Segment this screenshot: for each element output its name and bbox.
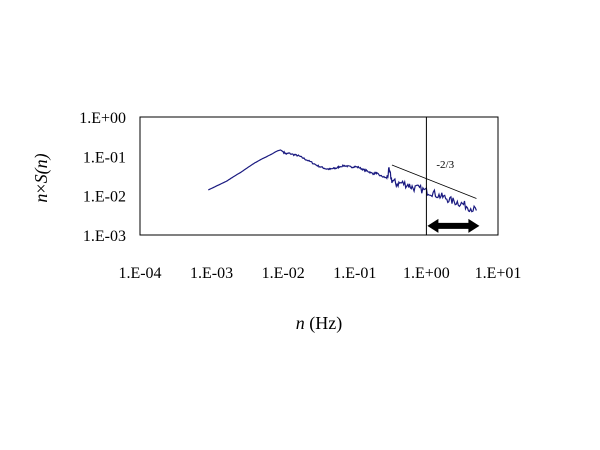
plot-frame [139,116,499,236]
y-tick-label: 1.E-02 [83,189,126,206]
range-double-arrow [427,218,480,233]
series-line [208,149,477,213]
x-axis-label: n (Hz) [296,313,342,334]
y-tick-label: 1.E-03 [83,228,126,245]
x-tick-labels: 1.E-04 1.E-03 1.E-02 1.E-01 1.E+00 1.E+01 [118,265,521,282]
x-tick-label: 1.E-03 [190,265,233,282]
slope-label: -2/3 [436,159,454,171]
annotations: -2/3 [391,117,480,235]
y-tick-labels: 1.E-03 1.E-02 1.E-01 1.E+00 [79,110,126,245]
y-axis-label: n×S(n) [31,153,52,202]
y-tick-label: 1.E-01 [83,149,126,166]
series-group [208,149,477,213]
x-tick-label: 1.E+01 [475,265,522,282]
x-tick-label: 1.E-04 [118,265,161,282]
x-tick-label: 1.E-01 [333,265,376,282]
x-tick-label: 1.E-02 [262,265,305,282]
slope-reference-line [391,164,477,199]
y-tick-label: 1.E+00 [79,110,126,127]
x-tick-label: 1.E+00 [403,265,450,282]
